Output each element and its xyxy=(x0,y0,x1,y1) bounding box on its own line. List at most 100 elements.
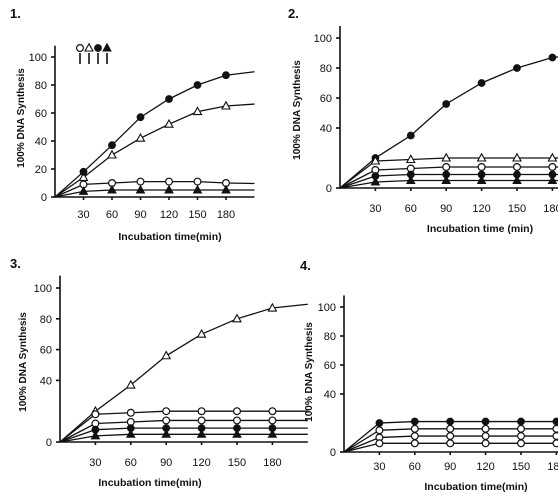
x-tick-label: 180 xyxy=(543,203,558,215)
x-tick-label: 120 xyxy=(476,461,494,473)
data-point xyxy=(197,407,206,416)
y-tick-label: 0 xyxy=(46,437,52,449)
data-point xyxy=(446,439,455,448)
series-2 xyxy=(339,152,558,189)
data-point xyxy=(442,100,451,108)
series-2 xyxy=(54,100,255,198)
x-tick-label: 150 xyxy=(188,209,206,221)
y-tick-label: 100 xyxy=(314,33,332,45)
x-tick-label: 30 xyxy=(373,461,385,473)
data-point xyxy=(481,417,490,426)
data-point xyxy=(268,407,277,416)
series-1 xyxy=(59,302,308,443)
y-tick-label: 80 xyxy=(40,314,52,326)
data-point xyxy=(267,302,278,312)
data-point xyxy=(405,175,416,184)
y-tick-label: 60 xyxy=(40,345,52,357)
x-tick-label: 60 xyxy=(409,461,421,473)
series-line xyxy=(343,442,558,453)
data-point xyxy=(516,439,525,448)
x-axis-label: Incubation time (min) xyxy=(427,223,533,235)
x-tick-label: 180 xyxy=(547,461,558,473)
x-tick-label: 60 xyxy=(125,457,137,469)
series-1 xyxy=(339,53,558,189)
data-point xyxy=(512,152,522,162)
series-line xyxy=(54,189,255,198)
x-tick-label: 60 xyxy=(106,209,118,221)
y-tick-label: 80 xyxy=(324,331,336,343)
y-tick-label: 80 xyxy=(35,80,47,92)
y-tick-label: 0 xyxy=(326,183,332,195)
y-tick-label: 100 xyxy=(34,283,52,295)
data-point xyxy=(516,424,525,433)
data-point xyxy=(441,175,452,184)
x-tick-label: 90 xyxy=(160,457,172,469)
legend-marker xyxy=(84,42,94,52)
series-line xyxy=(59,410,308,443)
data-point xyxy=(410,417,419,426)
x-tick-label: 90 xyxy=(134,209,146,221)
data-point xyxy=(375,439,384,448)
data-point xyxy=(126,408,135,417)
data-point xyxy=(107,149,117,159)
data-point xyxy=(405,154,416,164)
panel-title: 2. xyxy=(288,6,299,21)
data-point xyxy=(446,432,455,441)
data-point xyxy=(548,53,557,62)
series-3 xyxy=(54,71,255,198)
x-tick-label: 180 xyxy=(217,209,235,221)
y-tick-label: 40 xyxy=(324,389,336,401)
data-point xyxy=(512,175,522,184)
data-point xyxy=(446,424,455,433)
series-line xyxy=(59,419,308,443)
series-2 xyxy=(59,407,308,443)
data-point xyxy=(90,430,101,440)
legend-marker xyxy=(94,44,102,52)
data-point xyxy=(442,163,451,172)
data-point xyxy=(232,313,242,323)
data-point xyxy=(232,429,242,438)
series-line xyxy=(339,179,558,189)
data-point xyxy=(268,416,277,425)
chart-panel-3: 3. 0 40 60 80 100 30 60 90 120 150 180 Incubation ti… xyxy=(10,256,308,489)
data-point xyxy=(375,419,384,427)
data-point xyxy=(136,177,145,186)
series-line xyxy=(339,56,558,189)
x-tick-label: 120 xyxy=(160,209,178,221)
series-3 xyxy=(339,163,558,189)
data-point xyxy=(135,132,146,142)
data-point xyxy=(192,184,203,194)
series-line xyxy=(54,103,255,198)
data-point xyxy=(221,184,231,194)
data-point xyxy=(196,429,207,438)
data-point xyxy=(192,106,203,116)
data-point xyxy=(161,350,172,360)
y-axis-label: 100% DNA Synthesis xyxy=(18,312,29,412)
panel-title: 4. xyxy=(300,258,311,273)
x-axis-label: Incubation time(min) xyxy=(118,231,221,243)
data-point xyxy=(370,176,381,186)
series-line xyxy=(54,71,255,198)
x-tick-label: 60 xyxy=(405,203,417,215)
data-point xyxy=(547,175,558,184)
data-point xyxy=(481,439,490,448)
data-point xyxy=(91,410,100,419)
chart-panel-1: 1. 0 20 40 60 80 100 30 60 90 120 150 180 Incubation … xyxy=(10,6,255,243)
data-point xyxy=(78,186,89,195)
data-point xyxy=(477,79,486,87)
legend xyxy=(75,42,112,64)
data-point xyxy=(552,439,558,448)
x-tick-label: 120 xyxy=(192,457,210,469)
data-point xyxy=(165,95,173,103)
series-line xyxy=(343,420,558,453)
y-tick-label: 20 xyxy=(35,164,47,176)
data-point xyxy=(410,432,419,441)
series-4 xyxy=(54,184,255,198)
data-point xyxy=(222,71,230,80)
panel-title: 3. xyxy=(10,256,21,271)
data-point xyxy=(477,163,486,172)
data-point xyxy=(233,416,242,425)
series-line xyxy=(54,180,255,198)
y-tick-label: 60 xyxy=(324,360,336,372)
